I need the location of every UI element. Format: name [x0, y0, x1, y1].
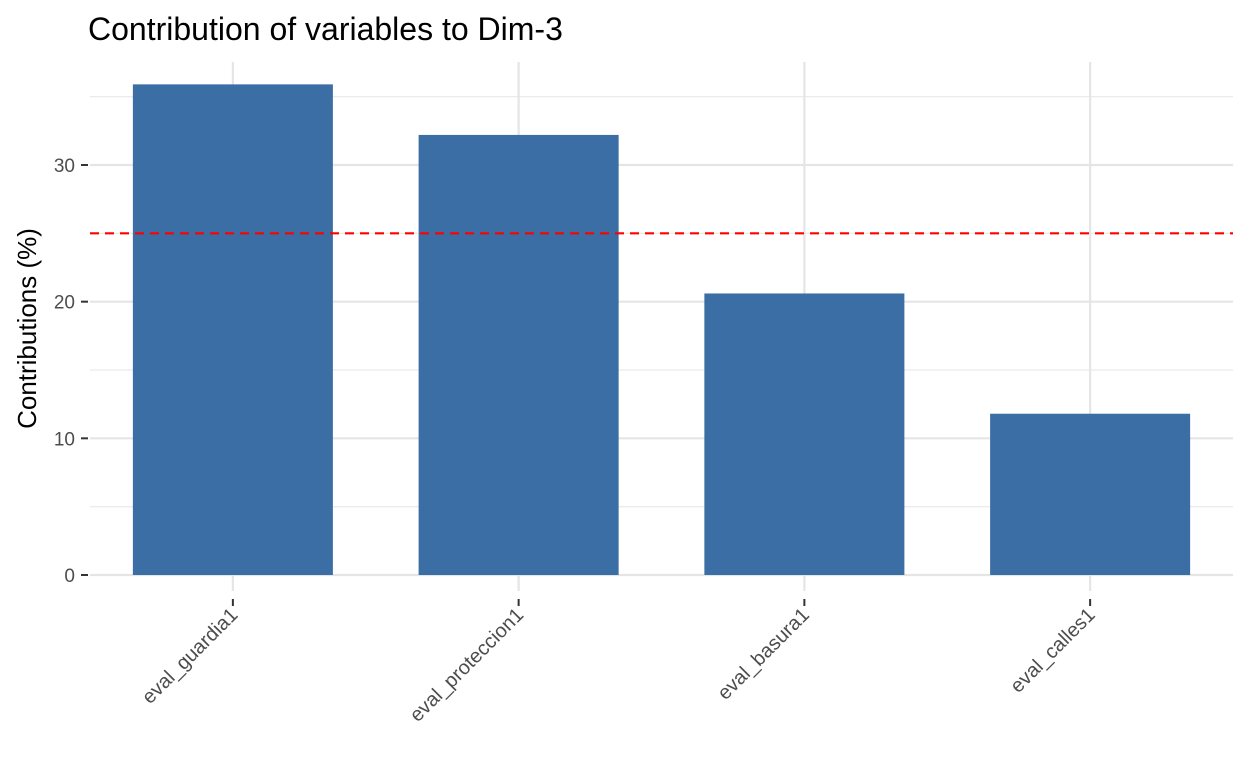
x-tick-label-eval_proteccion1: eval_proteccion1 — [406, 604, 528, 726]
bars — [132, 84, 1191, 575]
bar-eval_calles1 — [990, 413, 1191, 575]
y-tick-label: 30 — [54, 156, 75, 177]
bar-eval_basura1 — [704, 293, 905, 575]
y-tick-label: 0 — [64, 566, 75, 587]
y-tick-label: 20 — [54, 293, 75, 314]
chart-title: Contribution of variables to Dim-3 — [88, 11, 563, 47]
x-tick-label-eval_basura1: eval_basura1 — [713, 604, 813, 704]
bar-eval_proteccion1 — [418, 134, 619, 575]
x-tick-label-eval_guardia1: eval_guardia1 — [138, 604, 242, 708]
y-tick-label: 10 — [54, 429, 75, 450]
x-tick-label-eval_calles1: eval_calles1 — [1006, 604, 1099, 697]
y-axis-label: Contributions (%) — [12, 228, 42, 429]
bar-eval_guardia1 — [132, 84, 333, 575]
